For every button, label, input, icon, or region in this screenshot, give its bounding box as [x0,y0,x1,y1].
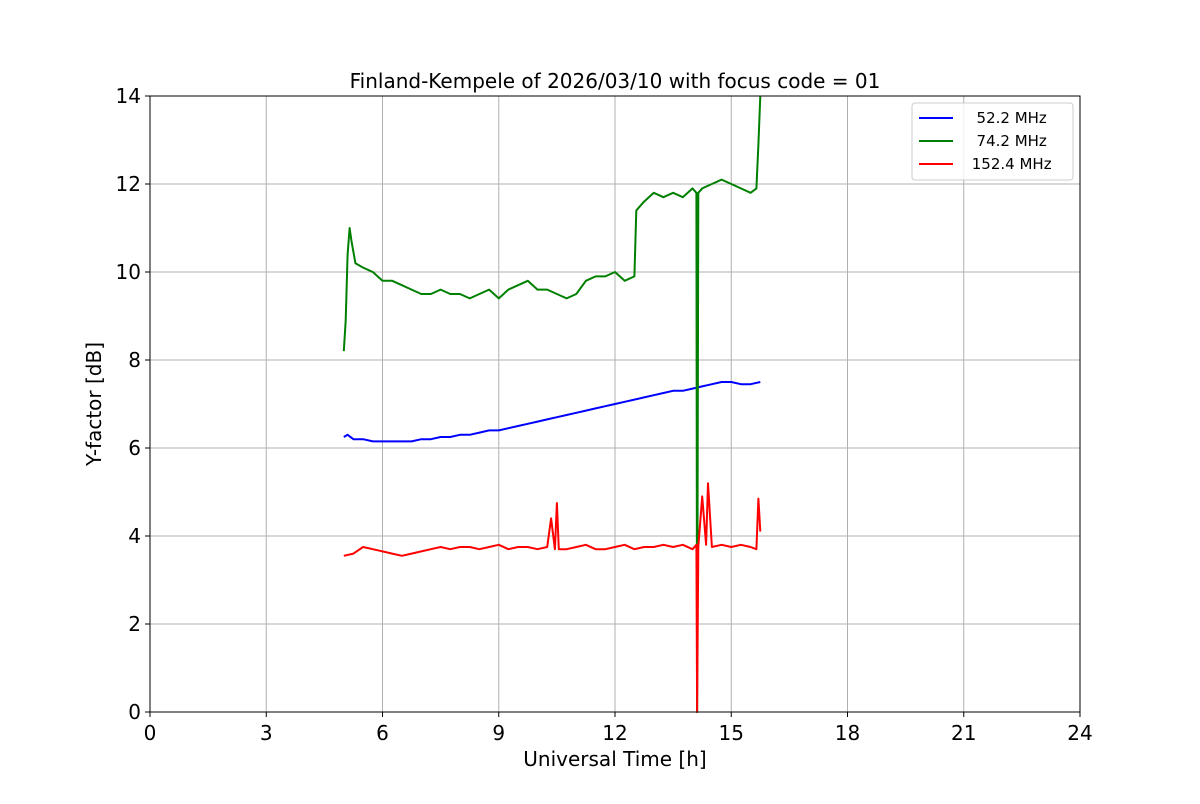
y-tick-label: 12 [116,172,141,196]
y-tick-label: 4 [128,524,141,548]
x-tick-label: 6 [376,721,389,745]
x-tick-label: 21 [951,721,976,745]
legend-items: 52.2 MHz 74.2 MHz 152.4 MHz [919,109,1052,173]
series-line-0 [343,381,761,443]
y-tick-label: 0 [128,700,141,724]
x-tick-label: 15 [719,721,744,745]
x-tick-label: 12 [602,721,627,745]
y-tick-label: 14 [116,84,141,108]
y-tick-label: 6 [128,436,141,460]
series-line-1 [342,95,762,713]
legend-label-2: 152.4 MHz [967,155,1052,173]
x-tick-label: 3 [260,721,273,745]
x-tick-label: 0 [144,721,157,745]
legend-label-1: 74.2 MHz [967,132,1047,150]
chart-legend: 52.2 MHz 74.2 MHz 152.4 MHz [911,102,1074,181]
legend-box [911,102,1074,181]
legend-label-0: 52.2 MHz [967,109,1047,127]
y-tick-label: 2 [128,612,141,636]
chart-title: Finland-Kempele of 2026/03/10 with focus… [350,69,881,93]
x-tick-label: 9 [492,721,505,745]
series-line-2 [343,482,762,713]
y-tick-label: 10 [116,260,141,284]
x-tick-label: 18 [835,721,860,745]
x-axis-label: Universal Time [h] [523,747,706,771]
series-layer [342,95,762,713]
y-tick-label: 8 [128,348,141,372]
x-tick-label: 24 [1067,721,1092,745]
y-axis-label: Y-factor [dB] [82,342,106,467]
